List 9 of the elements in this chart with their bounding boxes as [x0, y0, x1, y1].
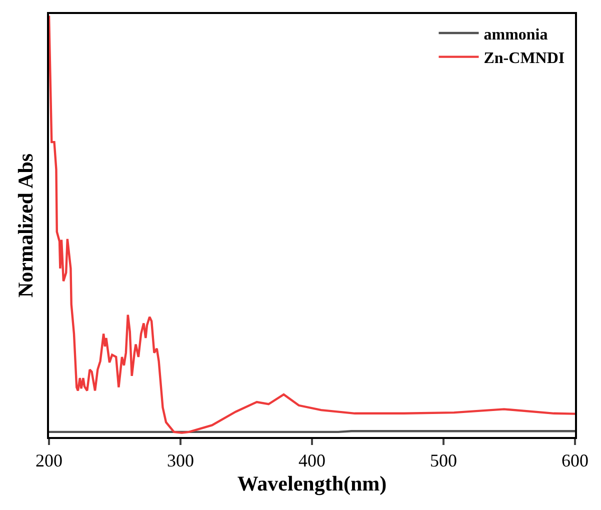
x-tick-label: 600 — [562, 450, 588, 471]
x-tick-label: 400 — [298, 450, 326, 471]
x-tick-label: 500 — [430, 450, 457, 471]
x-tick-label: 300 — [167, 450, 194, 471]
x-axis-title: Wavelength(nm) — [237, 471, 387, 496]
legend-label: ammonia — [484, 26, 548, 44]
x-tick-label: 200 — [36, 450, 62, 471]
legend-label: Zn-CMNDI — [484, 50, 565, 68]
y-axis-title: Normalized Abs — [14, 153, 38, 298]
